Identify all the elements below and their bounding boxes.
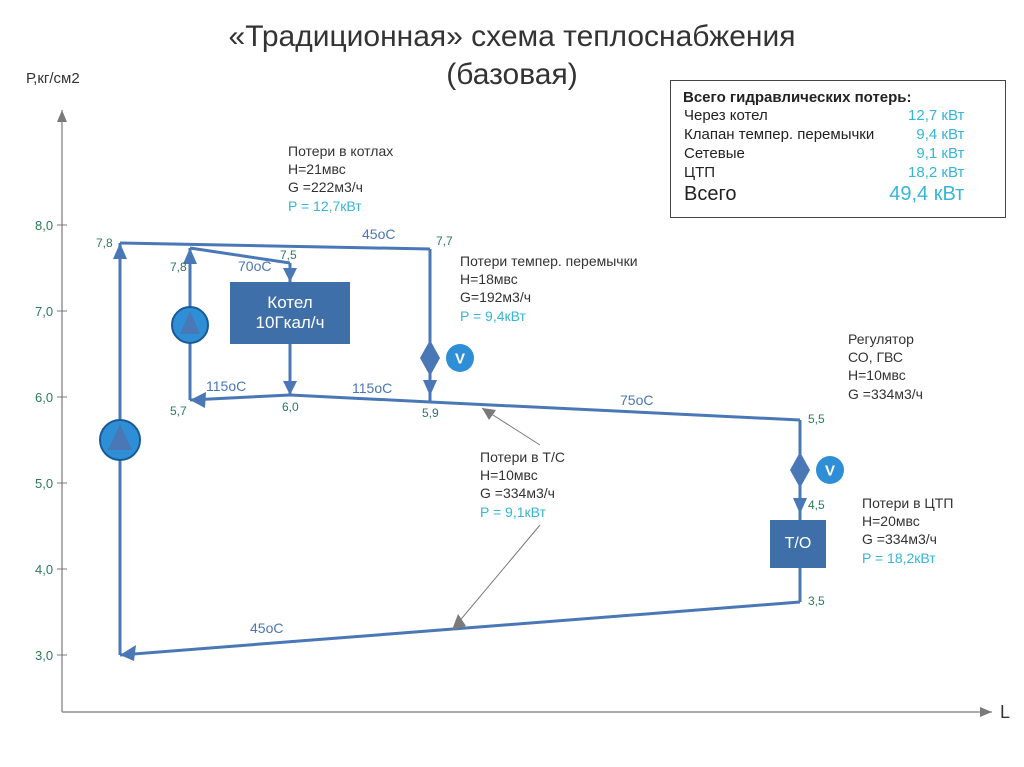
temp-70: 70оС: [238, 258, 271, 274]
diagram-stage: «Традиционная» схема теплоснабжения (баз…: [0, 0, 1024, 767]
pt-7-8a: 7,8: [96, 236, 113, 250]
diagram-svg: V V: [0, 0, 1024, 767]
temp-115b: 115оС: [352, 380, 392, 396]
svg-text:V: V: [455, 351, 465, 368]
pt-4-5: 4,5: [808, 498, 825, 512]
temp-45b: 45оС: [250, 620, 283, 636]
pt-5-5: 5,5: [808, 412, 825, 426]
pt-6-0: 6,0: [282, 400, 299, 414]
pt-5-9: 5,9: [422, 406, 439, 420]
pt-7-8b: 7,8: [170, 260, 187, 274]
pt-7-5: 7,5: [280, 248, 297, 262]
pt-7-7: 7,7: [436, 234, 453, 248]
temp-45a: 45оС: [362, 226, 395, 242]
temp-115a: 115оС: [206, 378, 246, 394]
pt-5-7: 5,7: [170, 404, 187, 418]
pt-3-5: 3,5: [808, 594, 825, 608]
svg-text:V: V: [825, 463, 835, 480]
temp-75: 75оС: [620, 392, 653, 408]
